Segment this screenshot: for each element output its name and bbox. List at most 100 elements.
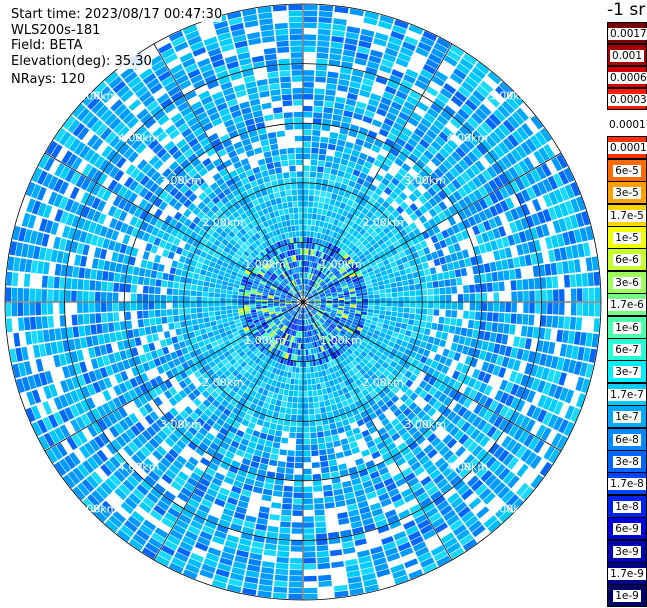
range-gate-cell (591, 333, 599, 348)
range-gate-cell (407, 183, 416, 193)
range-gate-cell (433, 400, 442, 410)
range-gate-cell (308, 303, 314, 306)
range-gate-cell (333, 440, 341, 448)
range-gate-cell (312, 213, 317, 220)
range-gate-cell (329, 274, 335, 280)
range-gate-cell (330, 41, 344, 49)
range-gate-cell (283, 485, 293, 492)
range-gate-cell (365, 263, 372, 270)
range-gate-cell (542, 396, 553, 411)
range-gate-cell (436, 232, 444, 241)
range-gate-cell (329, 199, 336, 206)
range-gate-cell (448, 270, 456, 279)
range-gate-cell (198, 323, 206, 330)
range-gate-cell (530, 134, 542, 149)
range-gate-cell (348, 285, 355, 290)
range-gate-cell (312, 390, 318, 397)
range-gate-cell (335, 96, 346, 104)
range-gate-cell (360, 285, 367, 290)
range-gate-cell (444, 237, 453, 246)
range-gate-cell (404, 302, 410, 308)
range-gate-cell (478, 394, 488, 406)
range-gate-cell (233, 315, 240, 321)
range-gate-cell (144, 269, 152, 278)
range-gate-cell (328, 392, 334, 400)
range-gate-cell (521, 349, 530, 362)
range-gate-cell (420, 341, 427, 349)
range-gate-cell (308, 402, 314, 409)
range-gate-cell (439, 295, 446, 302)
range-gate-cell (317, 166, 324, 173)
range-gate-cell (194, 330, 201, 337)
range-gate-cell (443, 208, 452, 219)
range-gate-cell (526, 390, 536, 403)
range-gate-cell (546, 430, 557, 444)
range-gate-cell (323, 203, 329, 210)
range-gate-cell (447, 216, 457, 226)
range-gate-cell (315, 285, 321, 290)
range-gate-cell (313, 497, 324, 504)
range-gate-cell (419, 96, 432, 107)
range-gate-cell (553, 248, 562, 262)
range-gate-cell (303, 141, 311, 148)
range-gate-cell (324, 310, 331, 314)
range-gate-cell (474, 432, 486, 444)
range-gate-cell (431, 140, 442, 151)
range-gate-cell (336, 256, 343, 262)
range-gate-cell (72, 266, 80, 278)
range-gate-cell (343, 217, 351, 225)
range-gate-cell (309, 267, 312, 274)
range-gate-cell (404, 173, 414, 183)
range-gate-cell (564, 405, 575, 420)
range-gate-cell (450, 318, 457, 326)
range-gate-cell (373, 268, 381, 274)
range-gate-cell (283, 425, 290, 432)
range-gate-cell (303, 254, 306, 261)
range-gate-cell (435, 152, 446, 163)
range-gate-cell (585, 363, 594, 379)
range-gate-cell (386, 42, 401, 52)
range-gate-cell (351, 149, 360, 158)
range-gate-cell (294, 474, 303, 481)
range-gate-cell (304, 290, 306, 297)
range-gate-cell (438, 163, 449, 174)
range-gate-cell (418, 270, 425, 277)
range-gate-cell (417, 74, 431, 85)
range-gate-cell (379, 374, 387, 382)
range-gate-cell (303, 349, 306, 355)
range-gate-cell (365, 354, 372, 362)
range-gate-cell (89, 280, 96, 291)
range-gate-cell (303, 52, 316, 58)
range-gate-cell (424, 328, 431, 336)
range-gate-cell (391, 162, 401, 172)
range-gate-cell (573, 259, 581, 273)
range-gate-cell (379, 148, 389, 158)
range-gate-cell (319, 376, 325, 383)
range-gate-cell (313, 306, 320, 309)
range-gate-cell (327, 271, 332, 277)
range-gate-cell (493, 446, 505, 459)
range-gate-cell (563, 274, 571, 288)
range-gate-cell (288, 587, 303, 594)
range-gate-cell (297, 409, 303, 415)
range-gate-cell (214, 306, 220, 311)
range-gate-cell (130, 293, 137, 302)
range-gate-cell (419, 138, 430, 149)
range-gate-cell (178, 295, 184, 302)
range-gate-cell (299, 373, 303, 379)
range-gate-cell (399, 46, 414, 57)
range-gate-cell (375, 350, 383, 358)
range-gate-cell (588, 287, 595, 302)
range-gate-cell (334, 281, 340, 286)
range-gate-cell (423, 150, 434, 160)
range-gate-cell (348, 242, 355, 249)
range-gate-cell (296, 427, 303, 433)
range-gate-cell (214, 297, 220, 302)
range-gate-cell (445, 287, 452, 295)
range-gate-cell (294, 385, 299, 391)
range-gate-cell (433, 379, 442, 389)
range-gate-cell (421, 364, 430, 373)
range-gate-cell (270, 508, 281, 515)
range-gate-cell (332, 238, 339, 246)
range-gate-cell (347, 283, 354, 288)
